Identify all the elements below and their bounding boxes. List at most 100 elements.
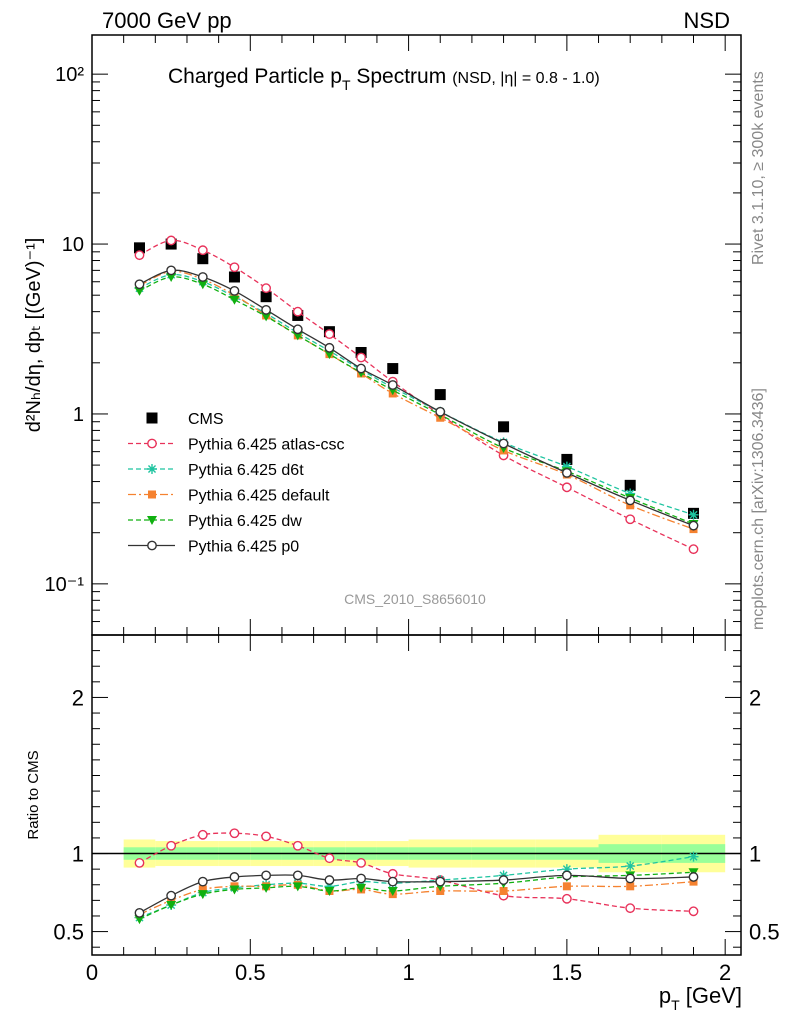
data-point-atlas_csc — [166, 235, 177, 246]
data-point-cms — [498, 421, 510, 433]
rivet-label: Rivet 3.1.10, ≥ 300k events — [750, 71, 767, 265]
legend-label: Pythia 6.425 atlas-csc — [188, 437, 345, 454]
data-point-d6t — [688, 509, 699, 520]
data-point-default — [626, 501, 635, 510]
data-point-atlas_csc — [197, 245, 208, 256]
ratio-point-p0 — [134, 907, 145, 918]
x-tick-label: 0.5 — [235, 960, 266, 985]
header-left: 7000 GeV pp — [102, 8, 232, 33]
data-point-cms — [260, 291, 272, 303]
main-y-tick-label: 10⁻¹ — [45, 574, 85, 596]
data-point-cms — [355, 346, 367, 358]
series-d6t — [134, 269, 699, 520]
ratio-point-default — [499, 887, 508, 895]
data-point-atlas_csc — [324, 329, 335, 340]
x-tick-label: 1 — [402, 960, 414, 985]
ratio-point-p0 — [625, 873, 636, 884]
legend-entry-cms: CMS — [146, 411, 224, 428]
data-point-p0 — [134, 279, 145, 290]
data-point-dw — [134, 286, 145, 296]
data-point-dw — [261, 312, 272, 322]
data-point-p0 — [561, 467, 572, 478]
data-point-dw — [229, 295, 240, 305]
data-point-p0 — [324, 342, 335, 353]
ratio-point-dw — [292, 882, 303, 892]
data-point-p0 — [166, 265, 177, 276]
ratio-point-atlas_csc — [324, 853, 335, 864]
data-point-atlas_csc — [356, 352, 366, 363]
watermark: CMS_2010_S8656010 — [344, 591, 486, 607]
data-point-p0 — [292, 324, 303, 335]
x-tick-label: 1.5 — [552, 960, 583, 985]
ratio-point-d6t — [324, 881, 335, 892]
data-point-p0 — [261, 304, 272, 315]
data-point-d6t — [625, 488, 636, 499]
data-point-atlas_csc — [688, 544, 699, 555]
ratio-series — [134, 828, 699, 925]
legend-entry-default: Pythia 6.425 default — [128, 488, 330, 505]
ratio-point-p0 — [356, 873, 366, 884]
ratio-panel: 0.5 0.51 12 20 0.5 1 1.5 2 Ratio to CMS pT [GeV… — [25, 634, 780, 1013]
main-title: Charged Particle pT Spectrum (NSD, |η| = … — [168, 65, 600, 93]
ratio-point-atlas_csc — [688, 906, 699, 917]
legend-marker-d6t — [147, 464, 157, 474]
legend-entry-dw: Pythia 6.425 dw — [128, 513, 302, 530]
legend-marker-atlas_csc — [147, 438, 157, 449]
x-tick-label: 0 — [86, 960, 98, 985]
legend-entry-d6t: Pythia 6.425 d6t — [128, 462, 304, 479]
legend: CMS Pythia 6.425 atlas-csc Pythia 6.425 d6… — [128, 411, 345, 556]
data-point-dw — [324, 350, 335, 360]
x-tick-label: 2 — [719, 960, 731, 985]
legend-label: Pythia 6.425 default — [188, 488, 330, 505]
legend-entry-atlas_csc: Pythia 6.425 atlas-csc — [128, 437, 345, 454]
ratio-y-tick-label-right: 2 — [749, 685, 761, 710]
ratio-point-atlas_csc — [625, 903, 636, 914]
ratio-point-atlas_csc — [229, 828, 240, 839]
ratio-y-tick-label: 2 — [72, 685, 84, 710]
data-point-cms — [133, 242, 145, 254]
ratio-point-atlas_csc — [197, 829, 208, 840]
ratio-point-atlas_csc — [292, 840, 303, 851]
legend-marker-cms — [146, 412, 158, 424]
x-axis-label: pT [GeV] — [659, 983, 742, 1013]
mcplots-label: mcplots.cern.ch [arXiv:1306.3436] — [750, 388, 767, 630]
data-point-atlas_csc — [292, 306, 303, 317]
main-series — [133, 235, 700, 555]
data-point-p0 — [229, 285, 240, 296]
ratio-point-atlas_csc — [134, 858, 145, 868]
ratio-point-dw — [324, 887, 335, 896]
legend-entry-p0: Pythia 6.425 p0 — [128, 539, 299, 556]
data-point-atlas_csc — [134, 250, 145, 261]
ratio-y-tick-label: 1 — [72, 842, 84, 867]
ratio-point-p0 — [561, 870, 572, 881]
ratio-point-dw — [261, 883, 272, 893]
ratio-point-d6t — [625, 861, 636, 872]
ratio-point-d6t — [561, 864, 572, 875]
ratio-line-p0 — [139, 874, 694, 914]
data-point-p0 — [625, 495, 636, 506]
ratio-point-atlas_csc — [261, 831, 272, 842]
legend-marker-default — [148, 490, 156, 499]
data-point-dw — [166, 272, 177, 282]
ratio-point-dw — [229, 885, 240, 895]
ratio-point-p0 — [292, 870, 303, 881]
data-point-dw — [292, 331, 303, 341]
data-point-d6t — [561, 461, 572, 472]
main-axis-ticks: 10⁻¹ 1 10 10² — [45, 35, 741, 636]
ratio-point-dw — [356, 883, 367, 893]
data-point-dw — [197, 280, 208, 290]
ratio-series-default — [135, 877, 698, 919]
data-point-atlas_csc — [229, 262, 240, 273]
ratio-series-p0 — [134, 870, 699, 918]
ratio-point-p0 — [197, 876, 208, 887]
data-point-atlas_csc — [625, 514, 636, 525]
data-point-cms — [434, 389, 446, 401]
series-line-atlas_csc — [139, 239, 694, 550]
ratio-point-default — [198, 885, 207, 894]
ratio-point-p0 — [688, 872, 699, 882]
ratio-point-atlas_csc — [356, 858, 366, 868]
series-p0 — [134, 265, 699, 531]
ratio-point-d6t — [688, 851, 699, 862]
series-line-dw — [139, 276, 694, 525]
ratio-axis-ticks: 0.5 0.51 12 20 0.5 1 1.5 2 — [53, 635, 780, 985]
